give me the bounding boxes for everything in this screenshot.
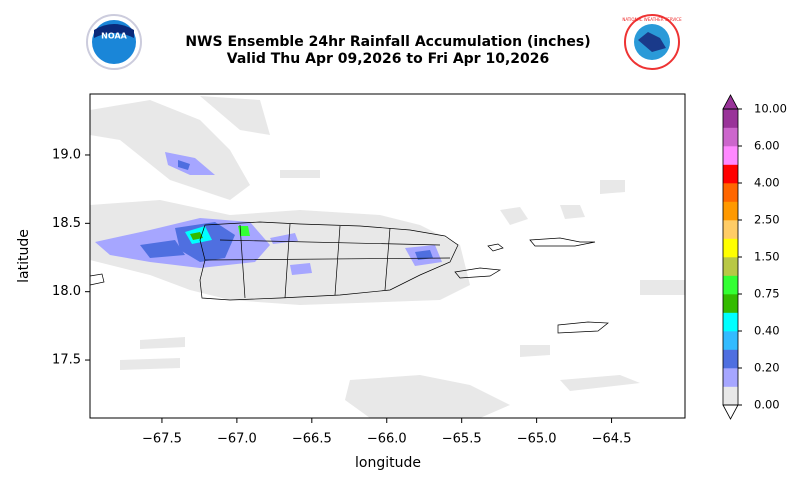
map-area [89,93,686,419]
colorbar-segment [723,201,738,221]
title: NWS Ensemble 24hr Rainfall Accumulation … [185,34,590,50]
colorbar-segment [723,386,738,406]
colorbar-segment [723,349,738,369]
y-tick-label: 19.0 [52,147,81,162]
x-tick-label: −66.0 [367,432,407,447]
x-axis-label: longitude [355,455,421,471]
colorbar-segment [723,257,738,276]
x-tick-label: −64.5 [592,432,632,447]
map-frame [89,93,686,419]
colorbar-tick-label: 0.20 [754,361,780,375]
logo-text: NOAA [101,32,127,41]
colorbar-extend-bottom [722,404,739,420]
logo-text: NATIONAL WEATHER SERVICE [622,17,682,22]
x-tick-label: −66.5 [292,432,332,447]
colorbar-segment [723,183,738,202]
y-tick-label: 18.5 [52,216,81,231]
colorbar-extend-top [722,94,739,110]
x-tick-label: −67.0 [217,432,257,447]
colorbar-tick-label: 0.75 [754,287,780,301]
colorbar-tick-label: 4.00 [754,176,780,190]
colorbar-tick-label: 2.50 [754,213,780,227]
colorbar-segment [723,109,738,128]
colorbar-segment [723,164,738,184]
noaa-logo: NOAA [86,14,142,70]
colorbar-segment [723,312,738,332]
colorbar-segment [723,368,738,387]
axes-and-colorbar: −67.5 −67.0 −66.5 −66.0 −65.5 −65.0 −64.5 17.5 1… [52,94,787,447]
colorbar-tick-label: 10.00 [754,102,787,116]
colorbar-segment [723,294,738,313]
subtitle: Valid Thu Apr 09,2026 to Fri Apr 10,2026 [227,51,549,67]
light-rain-area [90,96,685,418]
coastline [89,221,609,334]
colorbar-segment [723,220,738,239]
colorbar-tick-label: 0.40 [754,324,780,338]
colorbar-tick-label: 1.50 [754,250,780,264]
x-tick-label: −67.5 [142,432,182,447]
nws-logo: NATIONAL WEATHER SERVICE [622,14,682,70]
colorbar-tick-label: 0.00 [754,398,780,412]
colorbar-segment [723,238,738,258]
colorbar-segment [723,275,738,295]
y-tick-label: 18.0 [52,284,81,299]
colorbar-segment [723,146,738,165]
y-tick-label: 17.5 [52,353,81,368]
colorbar-segment [723,331,738,350]
rain-area [95,152,442,275]
x-tick-label: −65.0 [517,432,557,447]
colorbar-tick-label: 6.00 [754,139,780,153]
y-axis-label: latitude [16,229,32,283]
colorbar-segment [723,127,738,147]
x-tick-label: −65.5 [442,432,482,447]
